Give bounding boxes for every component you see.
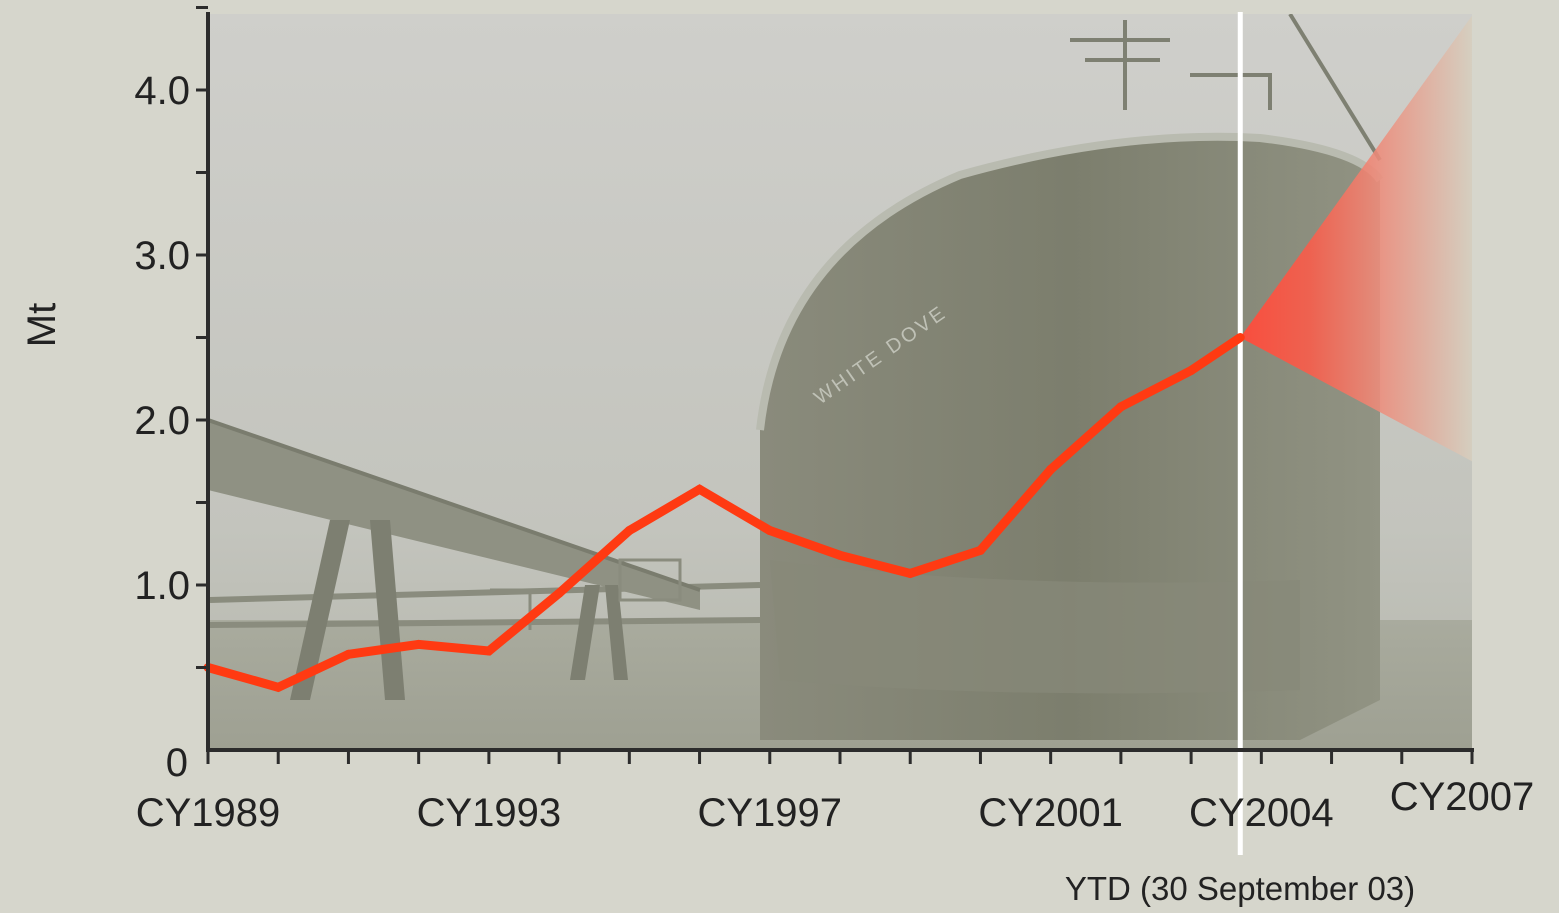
x-tick-label: CY1993	[417, 791, 562, 835]
data-point	[835, 550, 845, 560]
x-tick-label: CY1997	[697, 791, 842, 835]
y-tick-label: 3.0	[134, 234, 190, 278]
y-tick-label: 1.0	[134, 564, 190, 608]
y-tick-label: 4.0	[134, 69, 190, 113]
y-tick-label: 0	[166, 741, 188, 785]
x-tick-label: CY1989	[136, 791, 281, 835]
data-point	[1116, 402, 1126, 412]
ytd-label: YTD (30 September 03)	[1065, 870, 1415, 907]
x-tick-label: CY2001	[978, 791, 1123, 835]
y-axis-label: Mt	[20, 303, 64, 347]
data-point	[765, 526, 775, 536]
data-point	[414, 639, 424, 649]
series-line	[206, 333, 1243, 693]
data-point	[975, 545, 985, 555]
data-point	[484, 646, 494, 656]
data-point	[1235, 333, 1245, 342]
x-tick-label: CY2004	[1189, 791, 1334, 835]
forecast-cone	[1240, 15, 1472, 462]
background-photo: WHITE DOVE	[208, 14, 1472, 750]
data-point	[1186, 366, 1196, 375]
data-point	[343, 649, 353, 659]
y-tick-label: 2.0	[134, 399, 190, 443]
data-point	[1046, 465, 1056, 474]
data-point	[624, 526, 634, 536]
data-point	[905, 568, 915, 578]
data-point	[273, 682, 283, 692]
x-tick-label: CY2007	[1390, 775, 1535, 819]
x-axis-ticks: CY1989 CY1993 CY1997 CY2001 CY2004 CY2007	[136, 750, 1535, 835]
y-axis-ticks: 0 1.0 2.0 3.0 4.0	[134, 6, 208, 785]
data-point	[695, 484, 705, 494]
data-point	[554, 588, 564, 598]
